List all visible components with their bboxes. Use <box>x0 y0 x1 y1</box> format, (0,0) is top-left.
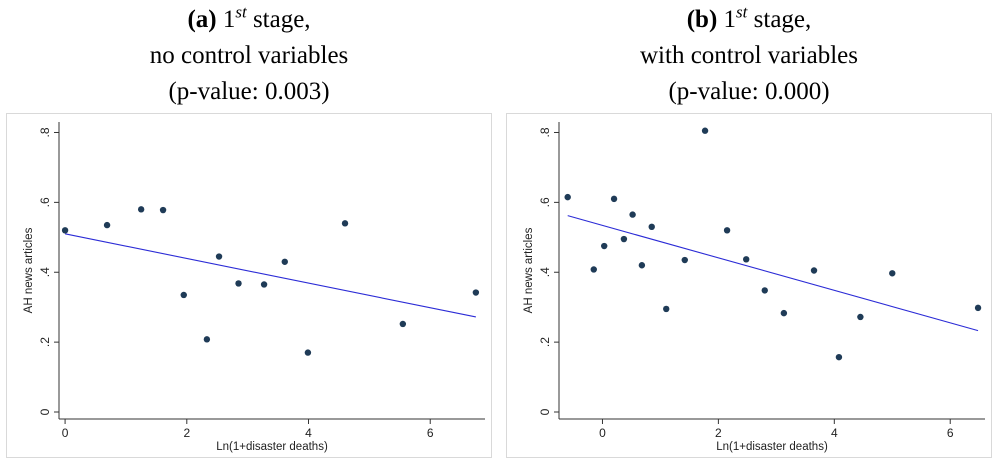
data-point <box>61 227 69 234</box>
data-point <box>159 206 167 214</box>
y-tick-label: .4 <box>38 267 52 277</box>
x-axis-title: Ln(1+disaster deaths) <box>716 441 828 453</box>
data-point <box>761 287 768 294</box>
fitted-line <box>567 215 979 332</box>
panel-b-letter: (b) <box>686 6 718 33</box>
data-point <box>701 127 709 134</box>
panel-a: (a) 1st stage, no control variables (p-v… <box>4 0 494 462</box>
x-tick-label: 0 <box>599 426 606 440</box>
data-point <box>810 267 818 274</box>
x-tick-label: 4 <box>305 426 312 440</box>
data-point <box>648 223 655 231</box>
data-point <box>103 221 111 229</box>
y-axis-title: AH news articles <box>523 227 535 313</box>
panel-b-caption-line2: with control variables <box>640 42 858 69</box>
data-point <box>681 256 688 264</box>
x-tick-label: 6 <box>947 426 954 440</box>
fitted-line <box>64 233 476 318</box>
panel-a-caption-pvalue: (p-value: 0.003) <box>168 78 330 105</box>
data-point <box>835 353 843 361</box>
panel-a-letter: (a) <box>187 6 217 33</box>
x-tick-label: 2 <box>715 426 722 440</box>
data-point <box>974 304 982 312</box>
y-tick-label: .2 <box>38 337 52 347</box>
chart-b-frame: 0 .2 .4 .6 .8 0 2 4 6 Ln(1+disaster deaths) AH new… <box>506 113 992 458</box>
y-tick-label: .8 <box>538 127 552 137</box>
data-point <box>629 211 636 218</box>
data-point <box>857 313 864 321</box>
data-point <box>203 336 211 343</box>
panel-a-caption-line2: no control variables <box>149 42 349 69</box>
data-point <box>723 227 731 234</box>
panel-a-caption-line1: (a) 1st stage, <box>4 4 494 35</box>
data-point <box>743 256 750 263</box>
data-point <box>663 305 670 313</box>
data-point <box>399 320 407 328</box>
y-tick-label: .2 <box>538 337 552 347</box>
x-tick-label: 4 <box>831 426 838 440</box>
panel-b: (b) 1st stage, with control variables (p… <box>504 0 994 462</box>
data-point <box>590 266 597 273</box>
data-point <box>341 220 349 227</box>
chart-a-frame: 0 .2 .4 .6 .8 0 2 4 6 Ln(1+disaster deaths) AH new… <box>6 113 492 458</box>
panel-a-stage-word: stage, <box>252 6 311 33</box>
x-axis-title: Ln(1+disaster deaths) <box>216 441 328 453</box>
data-point <box>564 193 571 201</box>
data-point <box>215 253 223 260</box>
data-point <box>601 242 608 250</box>
panel-b-stage-word: stage, <box>753 6 812 33</box>
x-tick-label: 0 <box>62 426 69 440</box>
data-point <box>137 206 145 213</box>
data-point <box>260 281 268 288</box>
panel-b-stage-num: 1 <box>723 6 737 33</box>
y-tick-label: .4 <box>538 267 552 277</box>
x-tick-label: 6 <box>427 426 434 440</box>
data-point <box>638 262 646 269</box>
data-point <box>281 258 288 265</box>
y-tick-label: .6 <box>538 197 552 207</box>
x-tick-label: 2 <box>183 426 190 440</box>
data-point <box>304 349 312 356</box>
chart-a: 0 .2 .4 .6 .8 0 2 4 6 Ln(1+disaster deaths) AH new… <box>23 122 485 453</box>
y-tick-label: .8 <box>38 127 52 137</box>
data-point <box>180 291 187 299</box>
data-point <box>889 270 896 277</box>
panel-b-stage-sup: st <box>736 2 748 22</box>
y-tick-label: 0 <box>38 408 52 415</box>
data-point <box>780 309 788 317</box>
y-tick-label: 0 <box>538 408 552 415</box>
y-tick-label: .6 <box>38 197 52 207</box>
y-axis-title: AH news articles <box>23 227 35 313</box>
data-point <box>610 195 618 203</box>
panel-a-stage-sup: st <box>235 2 247 22</box>
panel-b-caption-line1: (b) 1st stage, <box>504 4 994 35</box>
data-point <box>472 289 480 296</box>
data-point <box>235 280 242 287</box>
panel-a-stage-num: 1 <box>222 6 236 33</box>
panel-b-caption-pvalue: (p-value: 0.000) <box>668 78 830 105</box>
chart-b: 0 .2 .4 .6 .8 0 2 4 6 Ln(1+disaster deaths) AH new… <box>523 122 985 453</box>
data-point <box>620 235 628 243</box>
